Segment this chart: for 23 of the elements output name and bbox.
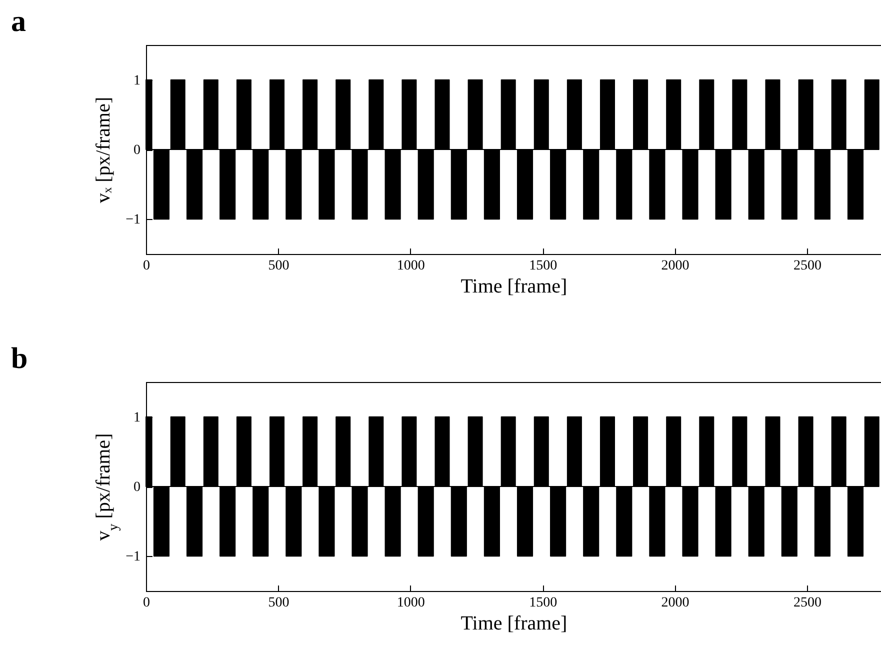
x-tick-label: 0 (143, 258, 150, 274)
x-tick-label: 2000 (661, 258, 690, 274)
y-tick-label: −1 (126, 550, 140, 565)
x-tick-label: 1500 (529, 596, 558, 610)
x-tick-label: 1500 (529, 258, 558, 274)
x-tick-label: 0 (143, 596, 150, 610)
y-tick-label: 0 (134, 143, 140, 158)
x-tick-label: 1000 (396, 258, 425, 274)
x-tick-label: 2500 (793, 258, 822, 274)
x-tick-label: 500 (268, 258, 290, 274)
x-tick-label: 2000 (661, 596, 690, 610)
y-tick-label: −1 (126, 212, 140, 228)
x-tick-label: 1000 (396, 596, 425, 610)
x-tick-label: 500 (268, 596, 290, 610)
chart-title: a (11, 5, 26, 38)
chart-title: b (11, 342, 28, 375)
x-axis-title: Time [frame] (460, 612, 568, 634)
x-axis-title: Time [frame] (460, 276, 568, 298)
y-tick-label: 0 (134, 480, 140, 495)
y-tick-label: 1 (134, 410, 140, 426)
y-tick-label: 1 (134, 73, 140, 88)
x-tick-label: 2500 (793, 596, 822, 610)
y-axis-title: vₓ [px/frame] (92, 96, 115, 204)
